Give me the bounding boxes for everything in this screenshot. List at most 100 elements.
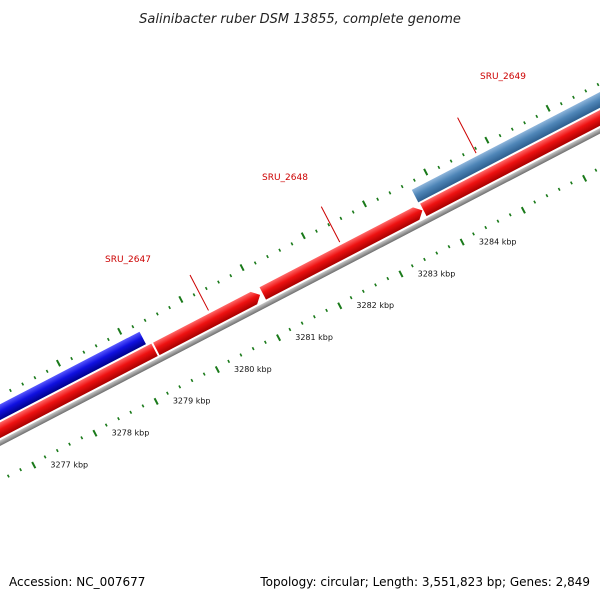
outer-ring-tick bbox=[33, 375, 37, 380]
outer-ring-tick bbox=[339, 216, 343, 221]
inner-ring-tick bbox=[300, 321, 304, 325]
inner-ring-tick bbox=[43, 455, 47, 459]
inner-ring-tick bbox=[423, 257, 426, 262]
outer-ring-tick bbox=[21, 382, 25, 386]
inner-ring-tick bbox=[117, 417, 120, 421]
outer-ring-tick bbox=[423, 168, 429, 176]
outer-ring-tick bbox=[327, 223, 331, 227]
gene-arrow-sru-2649[interactable] bbox=[420, 102, 600, 217]
inner-ring-tick bbox=[129, 410, 133, 415]
reverse-cds-left[interactable] bbox=[0, 343, 158, 453]
outer-ring-tick bbox=[559, 101, 563, 106]
outer-ring-tick bbox=[388, 191, 392, 195]
outer-ring-tick bbox=[376, 197, 380, 201]
scale-label: 3282 kbp bbox=[356, 301, 394, 310]
accession-text: Accession: NC_007677 bbox=[9, 575, 145, 589]
scale-label: 3279 kbp bbox=[173, 397, 211, 406]
outer-ring-tick bbox=[70, 356, 74, 361]
gene-arrow-sru-2647[interactable] bbox=[153, 289, 263, 356]
outer-ring-tick bbox=[510, 127, 514, 131]
inner-ring-tick bbox=[166, 391, 169, 395]
inner-ring-tick bbox=[288, 327, 292, 332]
inner-ring-tick bbox=[227, 359, 231, 364]
outer-ring-tick bbox=[449, 159, 453, 163]
outer-ring-tick bbox=[278, 248, 282, 252]
forward-cds-blue[interactable] bbox=[0, 331, 146, 438]
inner-ring-tick bbox=[276, 334, 282, 342]
gene-arrow-sru-2648[interactable] bbox=[259, 204, 426, 300]
outer-ring-tick bbox=[461, 152, 465, 157]
outer-ring-tick bbox=[45, 369, 49, 374]
inner-ring-tick bbox=[545, 193, 549, 198]
outer-ring-tick bbox=[412, 178, 416, 182]
outer-ring-tick bbox=[484, 136, 490, 144]
outer-tick-ring bbox=[9, 82, 600, 393]
outer-ring-tick bbox=[229, 274, 233, 278]
inner-ring-tick bbox=[459, 238, 465, 246]
gene-label-sru-2649[interactable]: SRU_2649 bbox=[480, 72, 526, 82]
inner-ring-tick bbox=[337, 302, 343, 310]
genome-title: Salinibacter ruber DSM 13855, complete g… bbox=[139, 12, 461, 27]
inner-ring-tick bbox=[361, 289, 365, 293]
leader-line-sru-2647 bbox=[189, 274, 209, 311]
outer-ring-tick bbox=[290, 242, 294, 246]
outer-ring-tick bbox=[143, 318, 147, 323]
scale-labels: 3277 kbp 3278 kbp 3279 kbp 3280 kbp 3281 kbp… bbox=[50, 237, 517, 469]
inner-ring-tick bbox=[386, 276, 390, 281]
outer-ring-tick bbox=[106, 337, 110, 342]
inner-ring-tick bbox=[520, 206, 526, 214]
gene-label-sru-2647[interactable]: SRU_2647 bbox=[105, 255, 151, 265]
inner-ring-tick bbox=[374, 283, 377, 287]
inner-tick-ring bbox=[6, 168, 598, 478]
inner-ring-tick bbox=[410, 264, 414, 268]
inner-ring-tick bbox=[178, 385, 182, 389]
inner-ring-tick bbox=[447, 244, 451, 249]
map-rotated-group: 3277 kbp 3278 kbp 3279 kbp 3280 kbp 3281 kbp… bbox=[0, 82, 600, 478]
inner-ring-tick bbox=[557, 187, 561, 192]
outer-ring-tick bbox=[596, 82, 600, 87]
scale-label: 3280 kbp bbox=[234, 365, 272, 374]
outer-ring-tick bbox=[266, 254, 269, 259]
outer-ring-tick bbox=[572, 95, 575, 100]
scale-label: 3284 kbp bbox=[479, 237, 517, 246]
outer-ring-tick bbox=[523, 121, 526, 125]
inner-ring-tick bbox=[153, 397, 159, 405]
inner-ring-tick bbox=[349, 295, 353, 300]
inner-ring-tick bbox=[6, 474, 10, 478]
inner-ring-tick bbox=[239, 353, 243, 357]
scale-label: 3277 kbp bbox=[50, 460, 88, 469]
outer-ring-tick bbox=[217, 280, 220, 284]
genome-backbone bbox=[0, 116, 600, 459]
forward-cds-steelblue[interactable] bbox=[411, 88, 600, 203]
outer-ring-tick bbox=[192, 293, 196, 297]
inner-ring-tick bbox=[141, 404, 145, 408]
outer-ring-tick bbox=[400, 184, 404, 189]
gene-label-sru-2648[interactable]: SRU_2648 bbox=[262, 173, 308, 183]
outer-ring-tick bbox=[498, 133, 502, 138]
inner-ring-tick bbox=[325, 308, 329, 313]
inner-ring-tick bbox=[508, 213, 512, 217]
outer-ring-tick bbox=[155, 312, 159, 316]
outer-ring-tick bbox=[545, 104, 551, 112]
scale-label: 3281 kbp bbox=[295, 333, 333, 342]
inner-ring-tick bbox=[398, 270, 404, 278]
inner-ring-tick bbox=[80, 436, 84, 440]
inner-ring-tick bbox=[31, 461, 37, 469]
outer-ring-tick bbox=[361, 200, 367, 208]
inner-ring-tick bbox=[533, 200, 537, 204]
outer-ring-tick bbox=[437, 165, 441, 170]
outer-ring-tick bbox=[94, 344, 98, 348]
scale-label: 3278 kbp bbox=[112, 429, 150, 438]
inner-ring-tick bbox=[251, 346, 255, 351]
inner-ring-tick bbox=[496, 219, 500, 223]
outer-ring-tick bbox=[253, 261, 257, 265]
inner-ring-tick bbox=[104, 423, 108, 427]
inner-ring-tick bbox=[435, 251, 439, 255]
inner-ring-tick bbox=[190, 378, 194, 383]
outer-ring-tick bbox=[584, 89, 588, 93]
outer-ring-tick bbox=[351, 210, 355, 214]
outer-ring-tick bbox=[9, 388, 12, 393]
genome-summary-text: Topology: circular; Length: 3,551,823 bp… bbox=[259, 575, 590, 589]
outer-ring-tick bbox=[315, 229, 318, 233]
